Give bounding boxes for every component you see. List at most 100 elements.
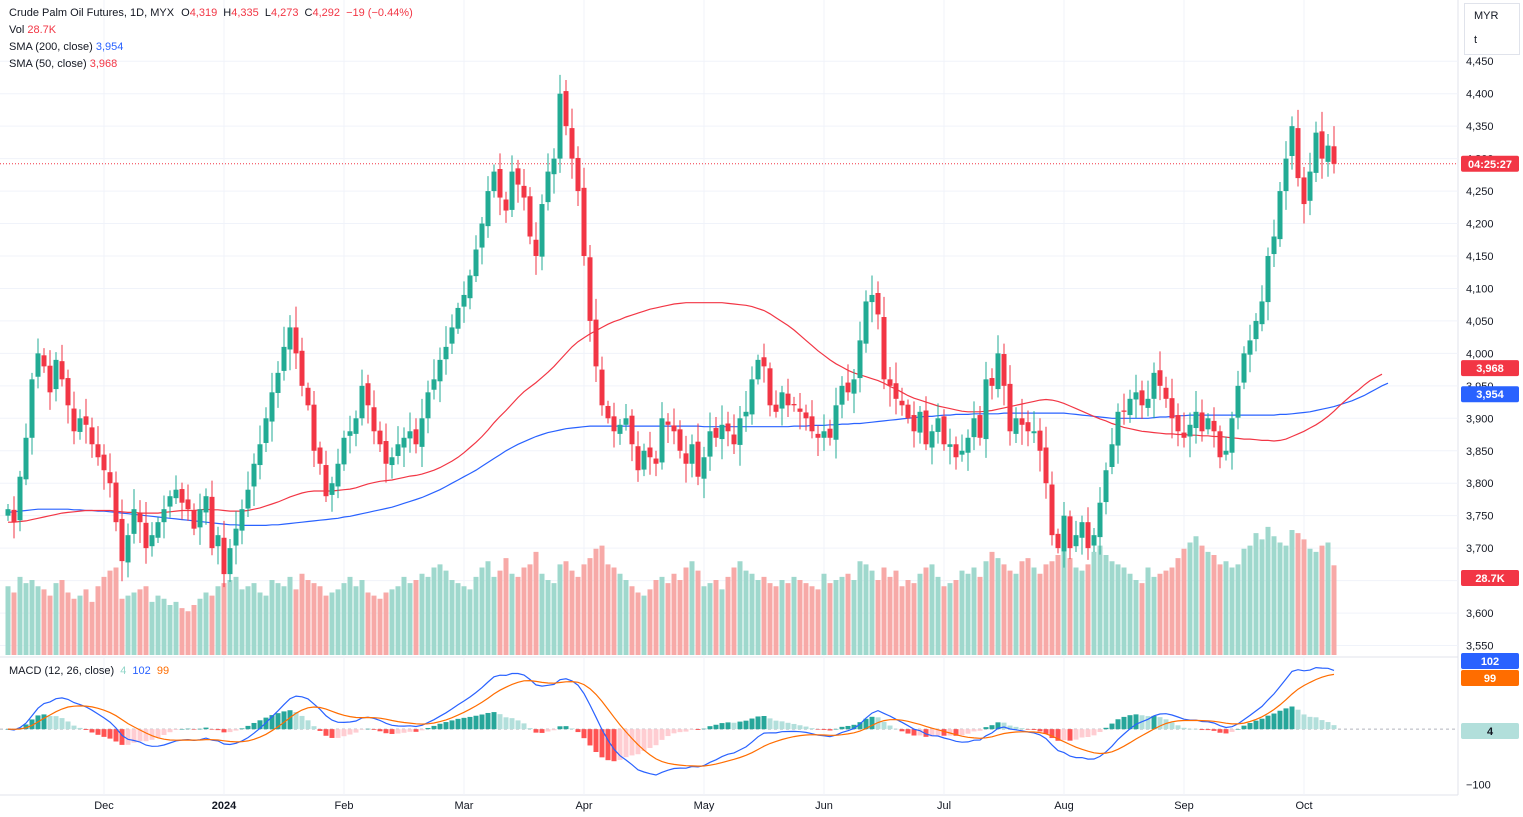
macd-histogram-bar (1169, 722, 1175, 730)
price-tick-label: 4,100 (1466, 283, 1494, 295)
sma200-legend[interactable]: SMA (200, close) 3,954 (9, 39, 123, 56)
macd-histogram-bar (539, 729, 545, 733)
volume-bar (383, 592, 389, 655)
macd-histogram-bar (977, 729, 983, 731)
candle-body (821, 431, 827, 438)
volume-bar (149, 601, 155, 655)
macd-histogram-bar (881, 721, 887, 730)
price-tick-label: 4,350 (1466, 121, 1494, 133)
candle-body (29, 379, 35, 438)
candle-body (767, 368, 773, 406)
macd-pane (0, 666, 1458, 776)
price-tick-label: 3,850 (1466, 446, 1494, 458)
candle-body (1277, 191, 1283, 240)
macd-legend[interactable]: MACD (12, 26, close) 4 102 99 (9, 663, 169, 680)
candle-body (569, 128, 575, 159)
volume-bar (1013, 573, 1019, 655)
volume-legend[interactable]: Vol 28.7K (9, 22, 56, 39)
macd-histogram-bar (863, 718, 869, 730)
volume-bar (1115, 564, 1121, 655)
macd-histogram-bar (965, 729, 971, 734)
volume-bar (785, 583, 791, 655)
price-tick-label: 4,200 (1466, 219, 1494, 231)
axes: 4,4504,4004,3504,3004,2504,2004,1504,100… (94, 56, 1519, 812)
candle-body (893, 383, 899, 399)
candle-body (515, 168, 521, 185)
volume-bar (803, 583, 809, 655)
volume-bar (791, 576, 797, 655)
volume-bar (617, 573, 623, 655)
candle-body (593, 319, 599, 367)
macd-histogram-bar (551, 729, 557, 731)
volume-bar (185, 611, 191, 655)
volume-bar (839, 576, 845, 655)
macd-histogram-bar (875, 717, 881, 730)
candle-body (1049, 484, 1055, 536)
macd-histogram-bar (821, 729, 827, 730)
macd-histogram-bar (1301, 714, 1307, 730)
macd-histogram-bar (929, 729, 935, 737)
candle-body (215, 535, 221, 547)
macd-histogram-bar (923, 729, 929, 737)
currency-unit-selector[interactable]: MYR t (1464, 3, 1520, 55)
macd-histogram-bar (305, 720, 311, 730)
macd-histogram-bar (839, 726, 845, 730)
candle-body (311, 404, 317, 451)
macd-histogram-bar (149, 729, 155, 740)
candle-body (1073, 535, 1079, 547)
macd-histogram-bar (1097, 729, 1103, 733)
time-tick-label: Oct (1295, 800, 1312, 812)
macd-histogram-bar (845, 725, 851, 730)
volume-bar (245, 586, 251, 655)
candle-body (209, 496, 215, 549)
volume-bar (227, 580, 233, 655)
macd-histogram-bar (527, 728, 533, 730)
macd-histogram-bar (1175, 725, 1181, 730)
macd-histogram-bar (203, 727, 209, 730)
candle-body (1325, 145, 1331, 162)
macd-histogram-bar (1283, 708, 1289, 730)
macd-histogram-bar (179, 728, 185, 730)
candle-body (953, 444, 959, 458)
volume-bar (305, 580, 311, 655)
volume-bar (1085, 564, 1091, 655)
macd-histogram-bar (353, 729, 359, 733)
volume-bar (167, 605, 173, 655)
candle-body (623, 418, 629, 425)
candle-body (1091, 535, 1097, 546)
candle-body (1121, 410, 1127, 412)
volume-bar (455, 583, 461, 655)
candle-body (725, 423, 731, 432)
macd-histogram-bar (707, 726, 713, 730)
volume-bar (587, 558, 593, 655)
volume-bar (1259, 539, 1265, 655)
volume-bar (599, 545, 605, 655)
macd-histogram-bar (1193, 728, 1199, 730)
macd-tag: 102 (1481, 656, 1499, 668)
volume-bar (869, 570, 875, 655)
candle-body (1229, 418, 1235, 453)
sma50-legend[interactable]: SMA (50, close) 3,968 (9, 56, 117, 73)
candle-body (1247, 340, 1253, 355)
volume-bar (485, 561, 491, 655)
volume-bar (11, 592, 17, 655)
volume-bar (743, 570, 749, 655)
volume-bars (5, 526, 1337, 655)
volume-bar (845, 573, 851, 655)
volume-bar (1205, 551, 1211, 655)
volume-bar (695, 570, 701, 655)
symbol-title: Crude Palm Oil Futures, 1D, MYX (9, 7, 175, 19)
volume-bar (647, 589, 653, 655)
candle-body (1127, 398, 1133, 416)
macd-histogram-bar (1127, 715, 1133, 730)
candle-body (1211, 420, 1217, 432)
macd-tag-bg (1461, 653, 1519, 669)
macd-histogram-bar (1223, 729, 1229, 734)
volume-bar (1289, 530, 1295, 655)
candle-body (1163, 387, 1169, 399)
macd-histogram-bar (1079, 729, 1085, 738)
volume-bar (863, 564, 869, 655)
candle-body (23, 437, 29, 480)
candle-body (89, 427, 95, 445)
